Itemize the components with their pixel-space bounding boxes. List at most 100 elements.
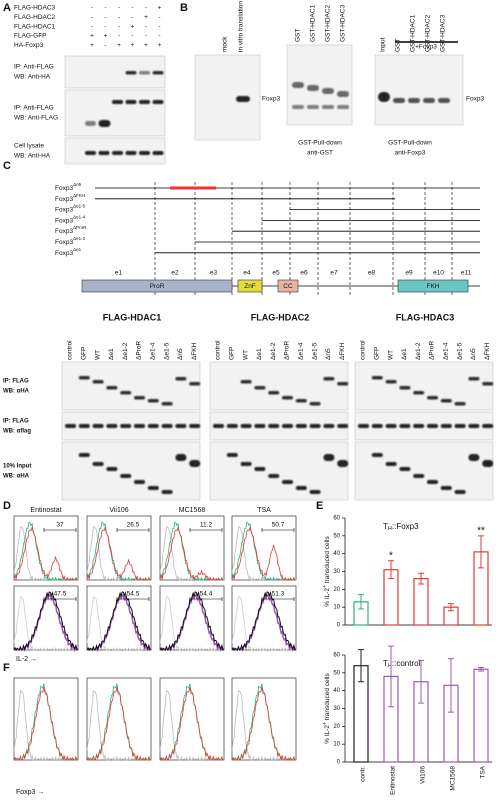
lane-label: control bbox=[360, 340, 367, 360]
blot-band bbox=[408, 98, 420, 103]
blot-title: FLAG-HDAC1 bbox=[103, 312, 162, 322]
blot-band bbox=[92, 380, 104, 384]
histogram-frame bbox=[86, 515, 152, 581]
lane-label: Δn5 bbox=[325, 348, 332, 360]
y-tick-label: 60 bbox=[333, 653, 340, 659]
y-axis-label: % IL-2+ transduced cells bbox=[322, 673, 330, 744]
blot-band bbox=[78, 376, 90, 380]
construct-name: Foxp3 bbox=[55, 185, 73, 192]
title-text: ::control bbox=[392, 659, 421, 668]
treatment: TSA bbox=[257, 507, 271, 514]
domain bbox=[397, 279, 469, 293]
blot-band bbox=[323, 454, 335, 461]
x-tick-label: Vii106 bbox=[420, 766, 427, 784]
lane-label: Δe1-2 bbox=[415, 342, 422, 360]
row-label: FLAG-HDAC3 bbox=[14, 5, 56, 12]
axis-label: Foxp3 → bbox=[16, 789, 44, 796]
blot-frame bbox=[64, 55, 166, 89]
y-label-sup: + bbox=[322, 585, 328, 588]
gate-value: 26.5 bbox=[127, 522, 140, 529]
gate bbox=[189, 528, 223, 532]
blot-band bbox=[240, 462, 252, 466]
lane-label: ΔProR bbox=[136, 341, 143, 360]
sign: - bbox=[91, 23, 93, 30]
exon-label: e3 bbox=[210, 270, 218, 277]
panel-letter: A bbox=[3, 2, 11, 14]
blot-label: IP: Anti-FLAG bbox=[14, 105, 54, 112]
caption: anti-Foxp3 bbox=[395, 150, 426, 157]
bar bbox=[413, 578, 429, 626]
row-label: FLAG-HDAC1 bbox=[14, 23, 56, 30]
sign: - bbox=[158, 33, 160, 40]
blot-frame bbox=[194, 54, 261, 141]
lane-label: Δe1 bbox=[401, 348, 408, 360]
row-label: FLAG-HDAC2 bbox=[14, 14, 56, 21]
blot-band bbox=[385, 424, 397, 428]
blot-band bbox=[161, 402, 173, 406]
panel-letter: C bbox=[3, 160, 11, 172]
blot-band bbox=[322, 88, 334, 94]
y-tick-label: 20 bbox=[333, 724, 340, 730]
x-tick-label: contr. bbox=[360, 766, 367, 782]
blot-band bbox=[385, 380, 397, 384]
gate bbox=[43, 597, 77, 601]
blot-band bbox=[78, 424, 90, 428]
construct-deletion: ΔProR bbox=[73, 225, 87, 230]
blot-band bbox=[454, 402, 466, 406]
blot-band bbox=[295, 486, 307, 490]
blot-band bbox=[268, 474, 280, 478]
lane-label: WT bbox=[242, 350, 249, 360]
blot-band bbox=[438, 98, 450, 103]
y-label-sup: + bbox=[322, 722, 328, 725]
gate-value: 37 bbox=[56, 522, 64, 529]
blot-band bbox=[226, 424, 238, 428]
blot-band bbox=[323, 424, 335, 428]
blot-band bbox=[399, 424, 411, 428]
blot-band bbox=[309, 490, 321, 494]
blot-band bbox=[125, 71, 137, 75]
gate-value: 47.5 bbox=[54, 591, 67, 598]
error-bar bbox=[448, 603, 454, 612]
histogram bbox=[159, 591, 225, 651]
domain-label: CC bbox=[283, 283, 293, 290]
row-label: FLAG-GFP bbox=[14, 33, 47, 40]
caption: GST-Pull-down bbox=[298, 140, 342, 147]
chart-title: TH::control bbox=[383, 659, 421, 669]
exon-label: e6 bbox=[300, 270, 308, 277]
blot-band bbox=[282, 424, 293, 428]
domain bbox=[237, 279, 263, 293]
blot-band bbox=[139, 151, 150, 155]
lane-label: WT bbox=[94, 350, 101, 360]
blot-band bbox=[236, 96, 250, 102]
blot-band bbox=[152, 151, 164, 155]
blot-band bbox=[295, 399, 307, 403]
band-label: Foxp3 bbox=[262, 96, 280, 103]
blot-band bbox=[371, 376, 383, 380]
construct-name: Foxp3 bbox=[55, 196, 73, 203]
blot-band bbox=[139, 100, 150, 104]
blot-band bbox=[134, 424, 145, 428]
y-label-text: % IL-2 bbox=[324, 725, 331, 744]
blot-frame bbox=[209, 441, 349, 501]
blot-band bbox=[112, 100, 123, 104]
blot-band bbox=[371, 453, 383, 457]
bar bbox=[473, 668, 489, 763]
sign: - bbox=[131, 14, 133, 21]
blot-band bbox=[254, 467, 266, 471]
significance: * bbox=[389, 550, 393, 561]
lane-label: GST-HDAC2 bbox=[325, 4, 332, 42]
y-tick-label: 0 bbox=[337, 623, 341, 629]
y-tick-label: 40 bbox=[333, 688, 340, 694]
treatment: Entinostat bbox=[30, 507, 61, 514]
blot-band bbox=[98, 120, 111, 127]
blot-title: FLAG-HDAC3 bbox=[396, 312, 455, 322]
construct-label: Foxp3Δe1 bbox=[55, 247, 82, 257]
sign: + bbox=[131, 23, 135, 30]
blot-band bbox=[240, 380, 252, 384]
construct-label: Foxp3ΔProR bbox=[55, 225, 87, 235]
domain bbox=[277, 279, 299, 293]
blot-band bbox=[440, 486, 452, 490]
sign: - bbox=[104, 5, 106, 12]
lane-label: GFP bbox=[81, 347, 88, 360]
blot-band bbox=[106, 467, 118, 471]
